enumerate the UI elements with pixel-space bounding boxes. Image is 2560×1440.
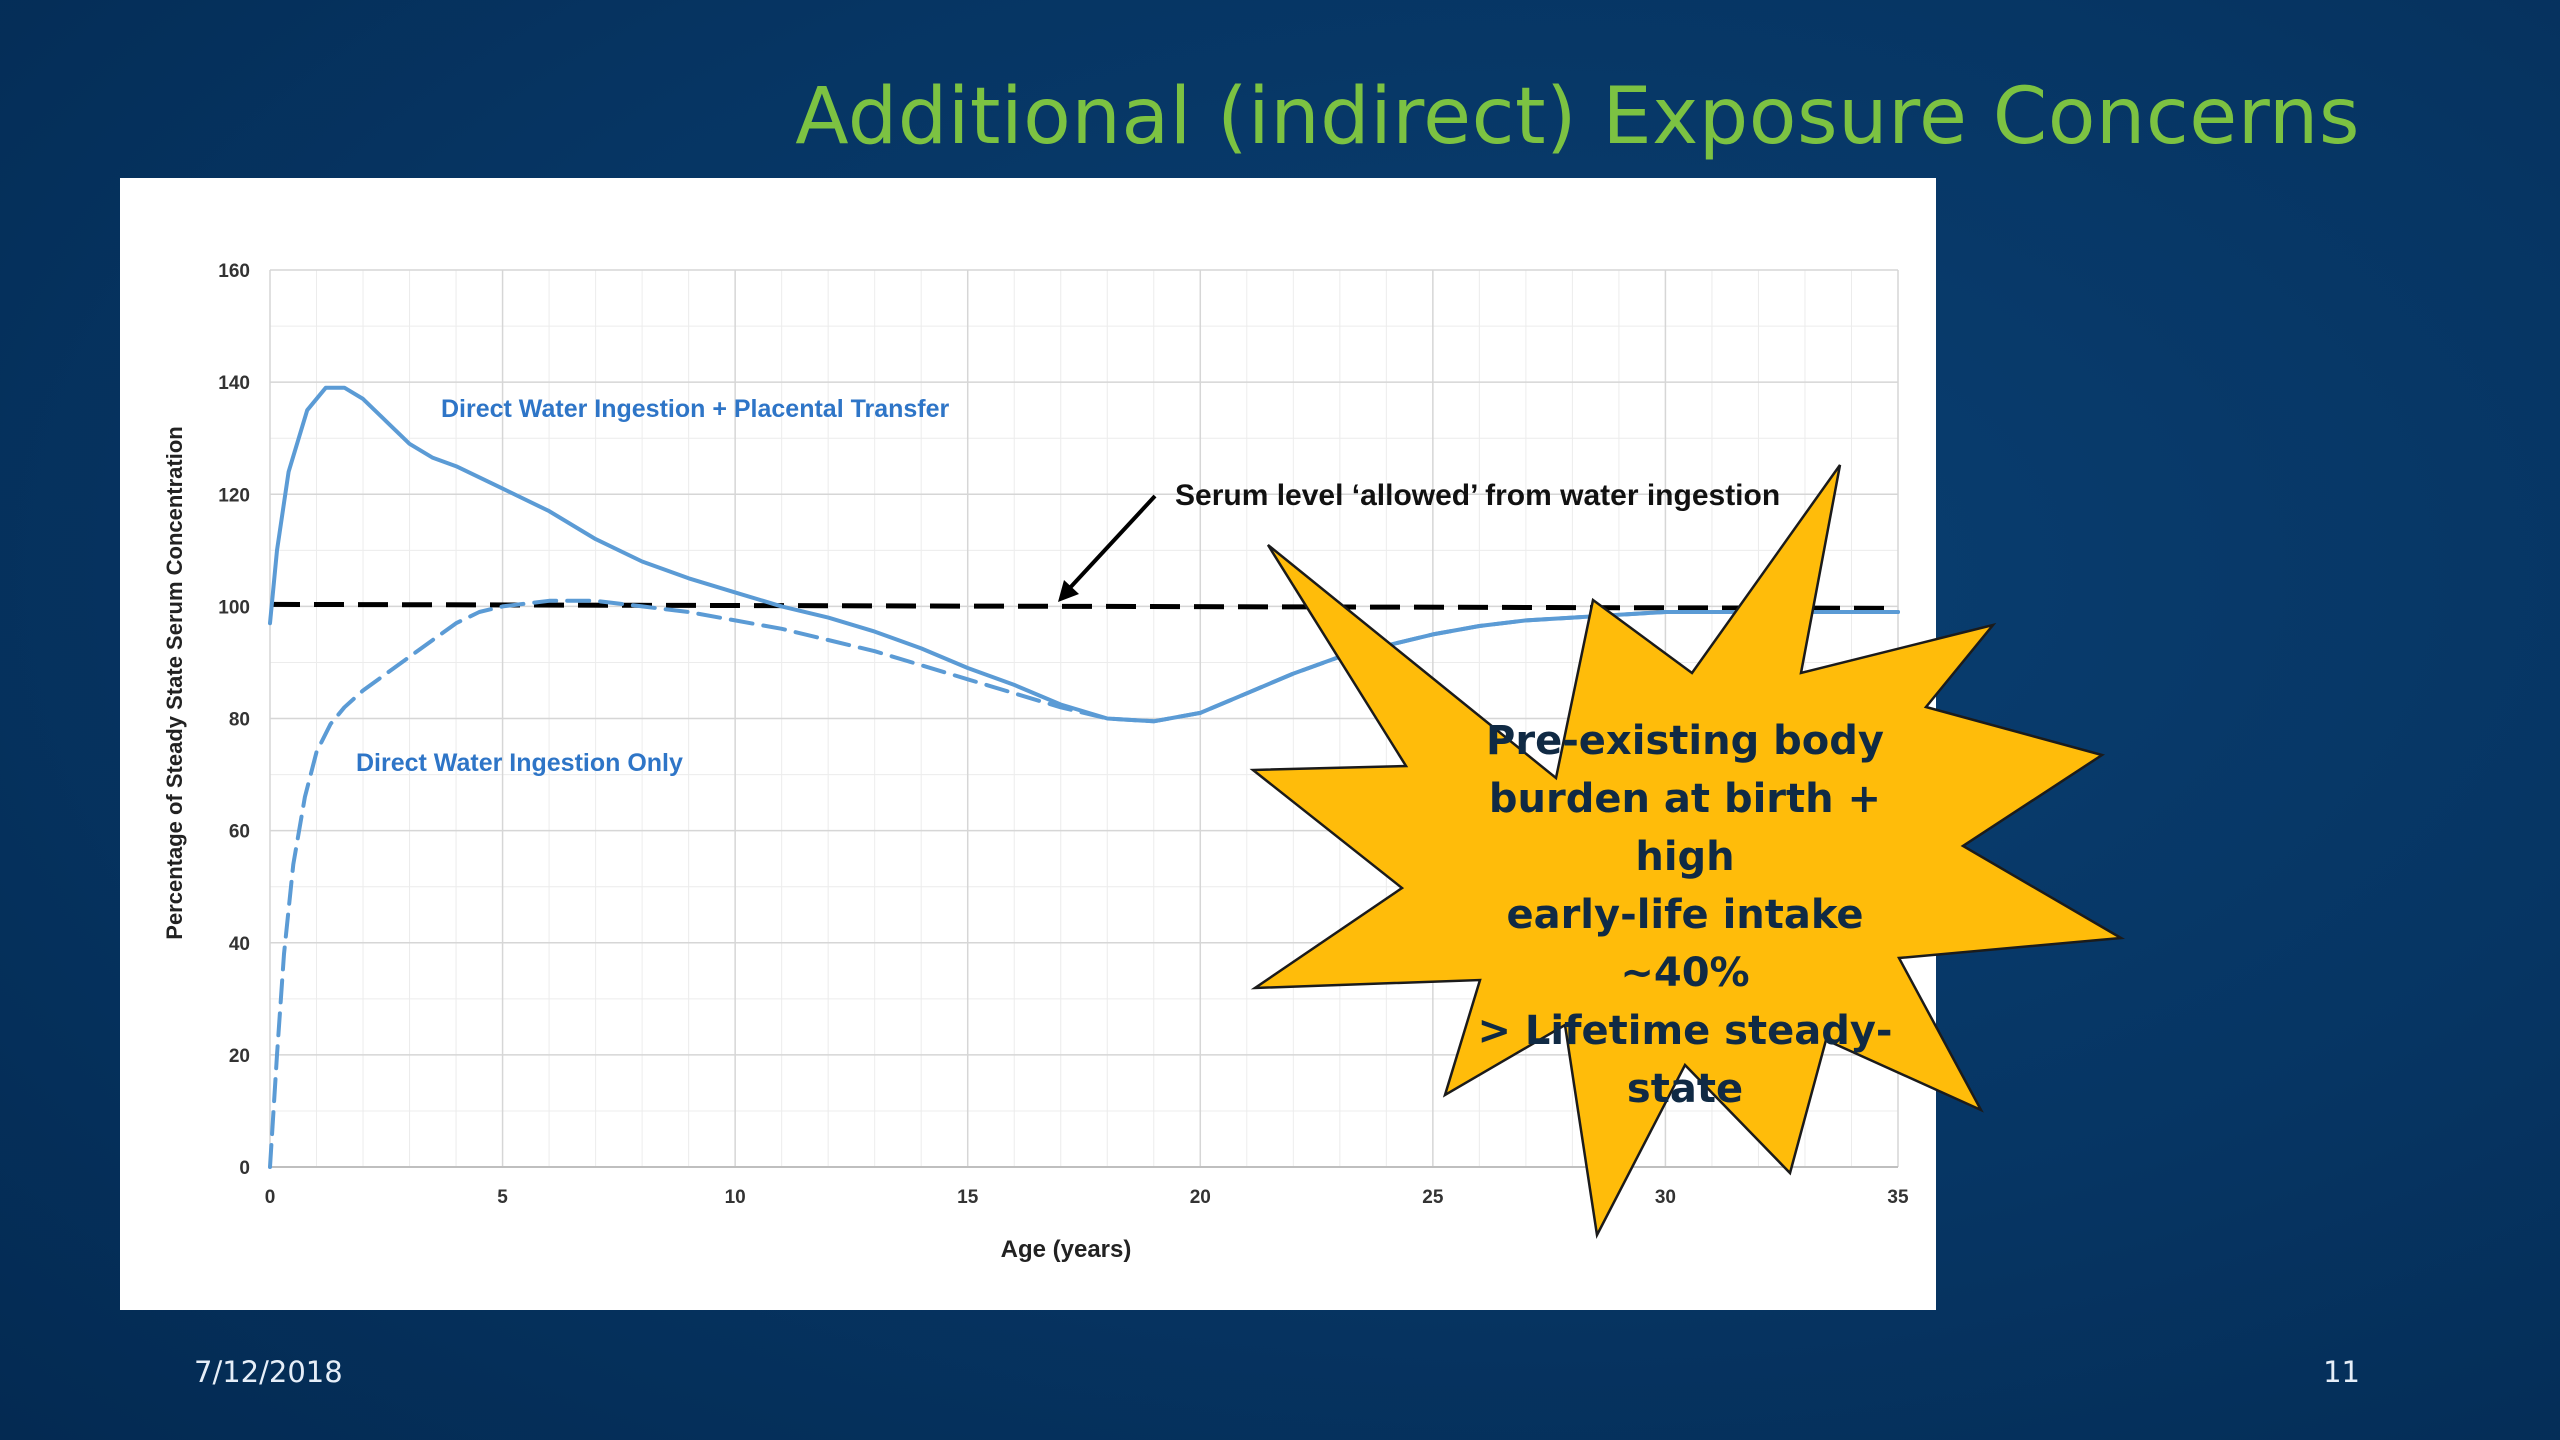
y-tick-label: 80 bbox=[229, 710, 250, 731]
x-tick-label: 5 bbox=[497, 1187, 508, 1208]
x-tick-label: 35 bbox=[1887, 1187, 1909, 1208]
x-tick-label: 10 bbox=[725, 1187, 746, 1208]
starburst-line: burden at birth + high bbox=[1488, 776, 1882, 880]
series-line-direct-only bbox=[268, 598, 1900, 1169]
starburst-line: Pre-existing body bbox=[1486, 718, 1884, 764]
series-label-direct-only: Direct Water Ingestion Only bbox=[356, 749, 683, 777]
y-tick-label: 60 bbox=[229, 822, 250, 843]
y-axis-label: Percentage of Steady State Serum Concent… bbox=[162, 426, 187, 939]
starburst-line: > Lifetime steady-state bbox=[1477, 1008, 1893, 1112]
annotation-arrow-shaft bbox=[1065, 494, 1157, 593]
x-tick-label: 15 bbox=[957, 1187, 979, 1208]
reference-line bbox=[269, 601, 1899, 611]
y-tick-label: 40 bbox=[229, 934, 250, 955]
starburst-line: early-life intake ~40% bbox=[1506, 892, 1864, 996]
series-label-placental: Direct Water Ingestion + Placental Trans… bbox=[441, 395, 950, 423]
x-tick-label: 0 bbox=[265, 1187, 276, 1208]
annotation-arrow-head bbox=[1058, 580, 1079, 602]
y-tick-label: 0 bbox=[239, 1158, 250, 1179]
y-tick-label: 140 bbox=[218, 373, 250, 394]
y-tick-label: 120 bbox=[218, 485, 250, 506]
starburst-text: Pre-existing body burden at birth + high… bbox=[1440, 712, 1930, 1118]
y-tick-label: 100 bbox=[218, 597, 250, 618]
x-tick-label: 25 bbox=[1422, 1187, 1444, 1208]
slide-title: Additional (indirect) Exposure Concerns bbox=[795, 72, 2360, 162]
reference-line-label: Serum level ‘allowed’ from water ingesti… bbox=[1175, 479, 1780, 512]
x-tick-label: 30 bbox=[1655, 1187, 1676, 1208]
footer-date: 7/12/2018 bbox=[194, 1355, 343, 1389]
page-number: 11 bbox=[2323, 1355, 2360, 1389]
y-tick-label: 160 bbox=[218, 261, 250, 282]
x-tick-label: 20 bbox=[1190, 1187, 1211, 1208]
y-tick-label: 20 bbox=[229, 1046, 250, 1067]
x-axis-label: Age (years) bbox=[1001, 1236, 1132, 1263]
